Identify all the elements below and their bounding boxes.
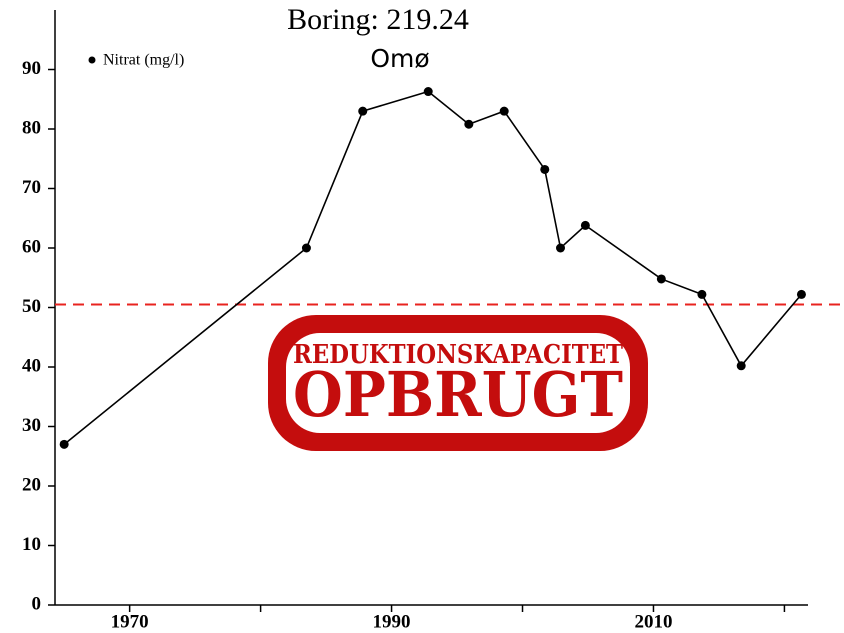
y-tick-label: 30	[22, 415, 41, 436]
point	[540, 164, 550, 174]
y-tick-label: 70	[22, 177, 41, 198]
x-tick-label: 1970	[111, 611, 149, 632]
y-tick-label: 40	[22, 355, 41, 376]
legend-label: Nitrat (mg/l)	[103, 52, 184, 69]
stamp-line1: REDUKTIONSKAPACITET	[293, 340, 624, 370]
x-tick-label: 1990	[373, 611, 411, 632]
chart-subtitle: Omø	[370, 44, 429, 73]
stamp: REDUKTIONSKAPACITET OPBRUGT	[268, 315, 648, 451]
chart-title: Boring: 219.24	[287, 3, 469, 36]
stamp-line2: OPBRUGT	[293, 358, 623, 431]
y-tick-label: 50	[22, 296, 41, 317]
y-tick-label: 0	[32, 593, 42, 614]
x-tick-label: 2010	[634, 611, 672, 632]
stamp-inner	[286, 333, 630, 433]
point	[736, 361, 746, 371]
point	[499, 106, 509, 116]
y-tick-label: 80	[22, 117, 41, 138]
y-tick-label: 20	[22, 474, 41, 495]
point	[555, 243, 565, 253]
point	[301, 243, 311, 253]
point	[59, 439, 69, 449]
point	[580, 220, 590, 230]
y-tick-label: 10	[22, 534, 41, 555]
point	[656, 274, 666, 284]
point	[796, 289, 806, 299]
legend-marker	[88, 56, 96, 64]
point	[697, 289, 707, 299]
point	[423, 87, 433, 97]
point	[464, 119, 474, 129]
y-tick-label: 90	[22, 58, 41, 79]
point	[358, 106, 368, 116]
y-tick-label: 60	[22, 236, 41, 257]
